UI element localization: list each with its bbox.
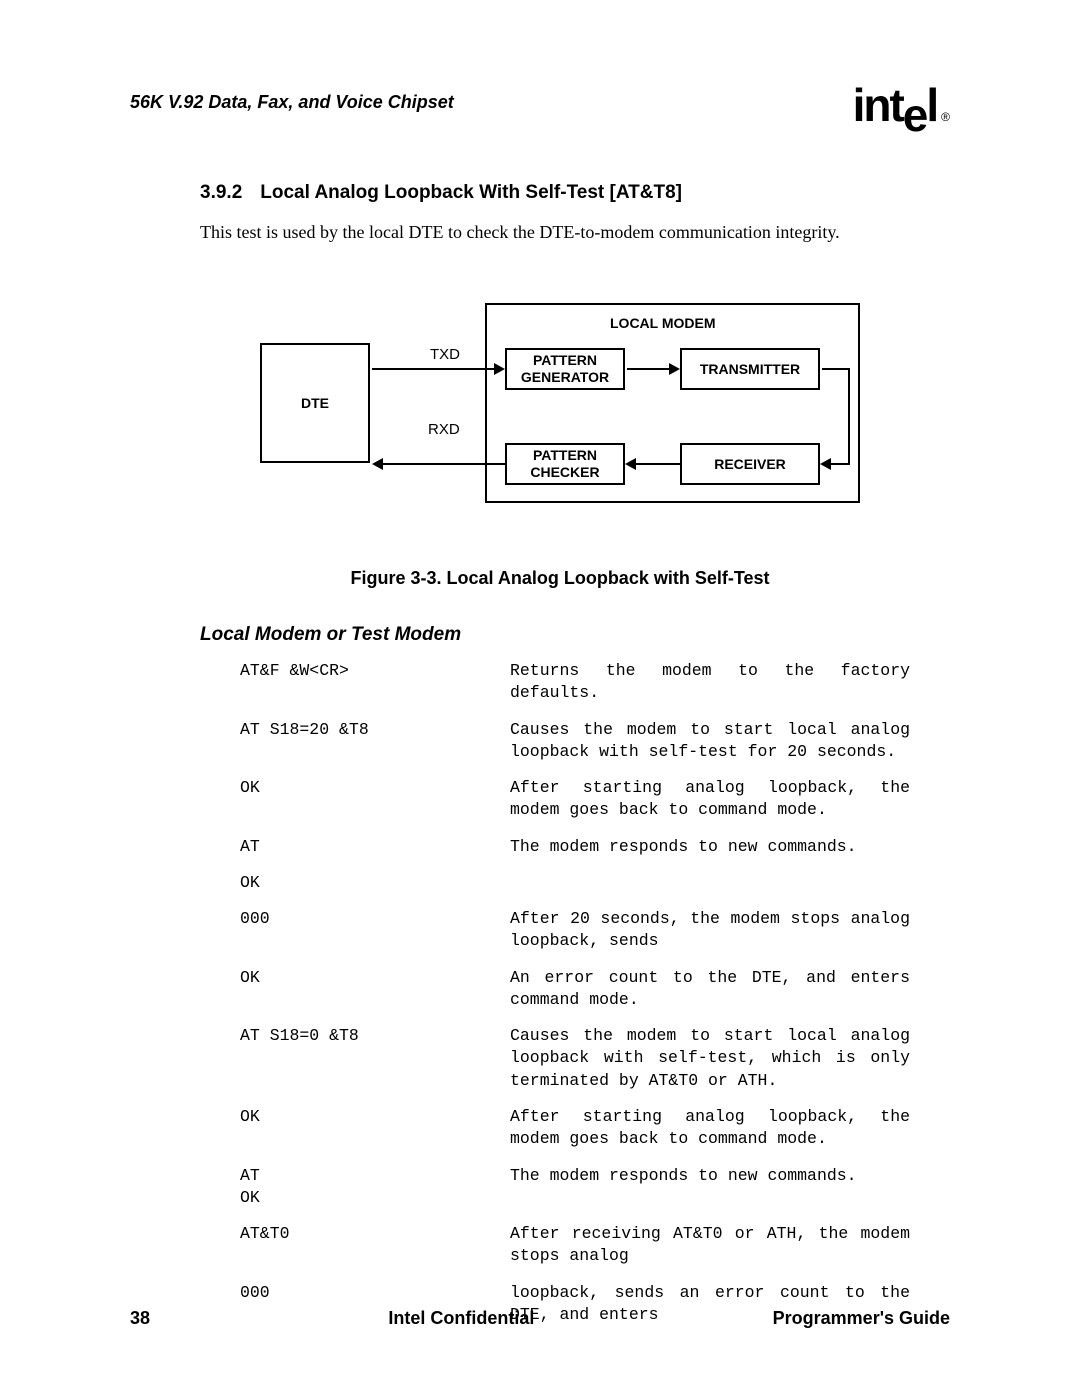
dte-label: DTE [301, 395, 329, 412]
table-row: OK [200, 1187, 920, 1209]
table-row: 000 After 20 seconds, the modem stops an… [200, 908, 920, 953]
figure-caption: Figure 3-3. Local Analog Loopback with S… [200, 568, 920, 589]
cmd-cell: AT S18=20 &T8 [200, 719, 510, 764]
dte-box: DTE [260, 343, 370, 463]
rx-to-chk-line [636, 463, 680, 465]
table-row: OK An error count to the DTE, and enters… [200, 967, 920, 1012]
txd-arrow-icon [494, 363, 505, 375]
loopback-diagram: DTE LOCAL MODEM PATTERN GENERATOR TRANSM… [260, 303, 860, 518]
table-row: AT S18=0 &T8 Causes the modem to start l… [200, 1025, 920, 1092]
table-row: AT The modem responds to new commands. [200, 1165, 920, 1187]
logo-part1: int [853, 79, 903, 131]
intel-logo: intel® [853, 78, 950, 132]
table-row: AT&F &W<CR> Returns the modem to the fac… [200, 660, 920, 705]
rxd-label: RXD [428, 421, 460, 438]
receiver-label: RECEIVER [714, 456, 786, 473]
cmd-cell: AT [200, 1165, 510, 1187]
section-heading: 3.9.2 Local Analog Loopback With Self-Te… [200, 182, 920, 204]
desc-cell: Causes the modem to start local analog l… [510, 1025, 910, 1092]
logo-part2: l [926, 79, 937, 131]
tx-out-line [822, 368, 850, 370]
command-table: AT&F &W<CR> Returns the modem to the fac… [200, 660, 920, 1326]
cmd-cell: OK [200, 1187, 510, 1209]
desc-cell: After starting analog loopback, the mode… [510, 1106, 910, 1151]
table-row: AT&T0 After receiving AT&T0 or ATH, the … [200, 1223, 920, 1268]
loopback-vertical-line [848, 368, 850, 465]
table-row: OK After starting analog loopback, the m… [200, 777, 920, 822]
logo-drop-e: e [903, 88, 927, 142]
pattern-generator-label: PATTERN GENERATOR [507, 352, 623, 386]
txd-label: TXD [430, 346, 460, 363]
pattern-generator-box: PATTERN GENERATOR [505, 348, 625, 390]
desc-cell: After 20 seconds, the modem stops analog… [510, 908, 910, 953]
section-paragraph: This test is used by the local DTE to ch… [200, 222, 920, 243]
desc-cell: After receiving AT&T0 or ATH, the modem … [510, 1223, 910, 1268]
page-header: 56K V.92 Data, Fax, and Voice Chipset in… [130, 78, 950, 132]
desc-cell: After starting analog loopback, the mode… [510, 777, 910, 822]
cmd-cell: OK [200, 967, 510, 1012]
txd-line [372, 368, 494, 370]
section-number: 3.9.2 [200, 182, 242, 204]
rx-in-line [831, 463, 850, 465]
page-number: 38 [130, 1308, 150, 1329]
section-title: Local Analog Loopback With Self-Test [AT… [260, 182, 682, 204]
desc-cell [510, 872, 910, 894]
gen-to-tx-arrow-icon [669, 363, 680, 375]
subheading: Local Modem or Test Modem [200, 624, 920, 646]
transmitter-label: TRANSMITTER [700, 361, 800, 378]
cmd-cell: AT&F &W<CR> [200, 660, 510, 705]
table-row: AT The modem responds to new commands. [200, 836, 920, 858]
desc-cell: An error count to the DTE, and enters co… [510, 967, 910, 1012]
footer-center: Intel Confidential [388, 1308, 534, 1329]
desc-cell: Returns the modem to the factory default… [510, 660, 910, 705]
pattern-checker-box: PATTERN CHECKER [505, 443, 625, 485]
cmd-cell: AT&T0 [200, 1223, 510, 1268]
table-row: OK After starting analog loopback, the m… [200, 1106, 920, 1151]
cmd-cell: AT [200, 836, 510, 858]
desc-cell: Causes the modem to start local analog l… [510, 719, 910, 764]
table-row: OK [200, 872, 920, 894]
page-footer: 38 Intel Confidential Programmer's Guide [130, 1308, 950, 1329]
rx-to-chk-arrow-icon [625, 458, 636, 470]
logo-registered: ® [941, 110, 950, 124]
transmitter-box: TRANSMITTER [680, 348, 820, 390]
desc-cell: The modem responds to new commands. [510, 836, 910, 858]
cmd-cell: 000 [200, 908, 510, 953]
rxd-line [383, 463, 505, 465]
pattern-checker-label: PATTERN CHECKER [507, 447, 623, 481]
footer-right: Programmer's Guide [773, 1308, 950, 1329]
desc-cell: The modem responds to new commands. [510, 1165, 910, 1187]
table-row: AT S18=20 &T8 Causes the modem to start … [200, 719, 920, 764]
local-modem-label: LOCAL MODEM [610, 315, 716, 331]
desc-cell [510, 1187, 910, 1209]
cmd-cell: OK [200, 1106, 510, 1151]
doc-title: 56K V.92 Data, Fax, and Voice Chipset [130, 92, 454, 113]
rxd-arrow-icon [372, 458, 383, 470]
cmd-cell: OK [200, 872, 510, 894]
rx-in-arrow-icon [820, 458, 831, 470]
gen-to-tx-line [627, 368, 669, 370]
cmd-cell: OK [200, 777, 510, 822]
cmd-cell: AT S18=0 &T8 [200, 1025, 510, 1092]
receiver-box: RECEIVER [680, 443, 820, 485]
